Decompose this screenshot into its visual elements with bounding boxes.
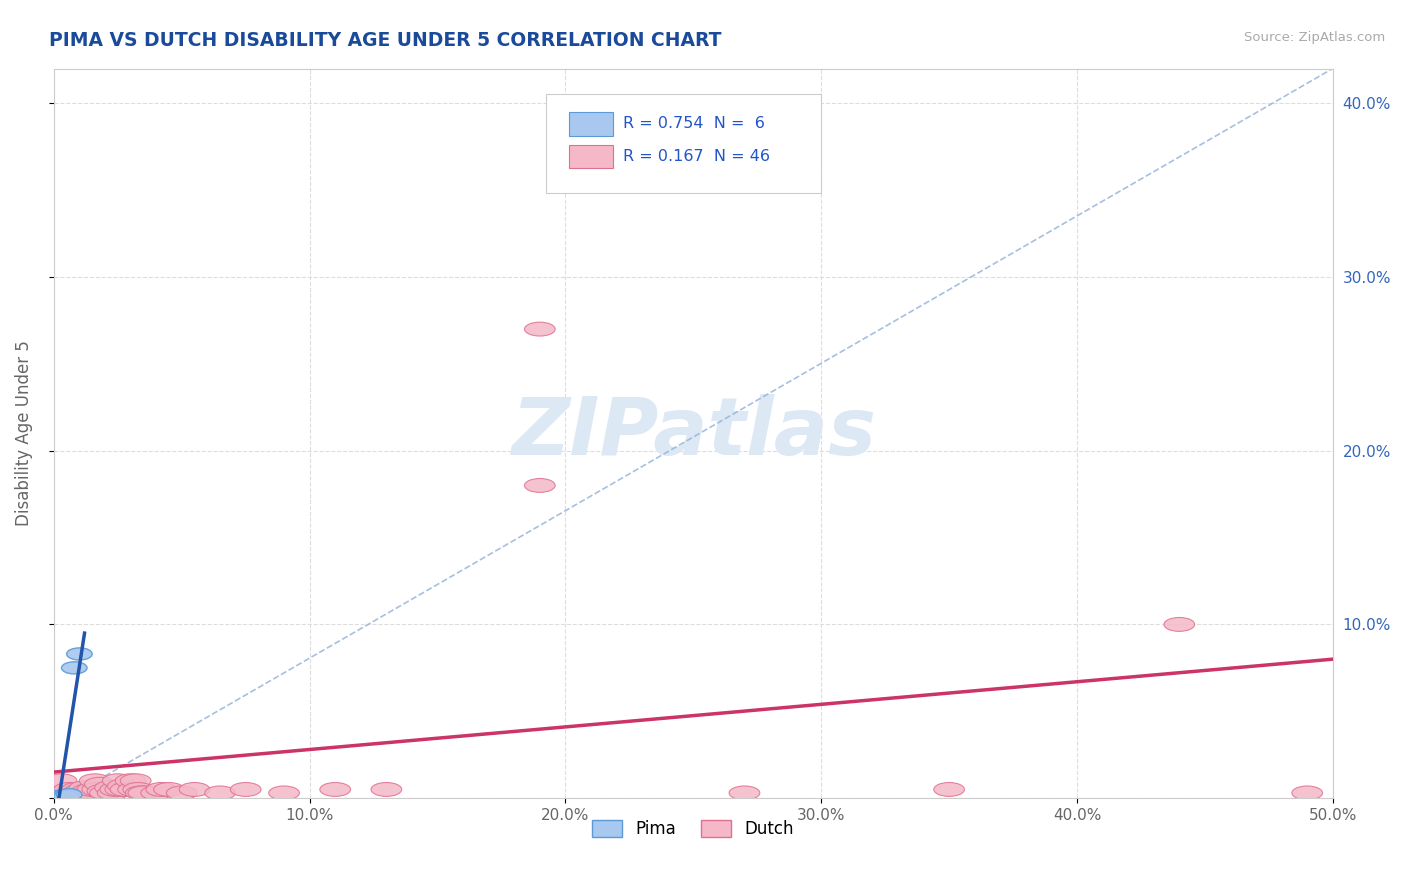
Ellipse shape (66, 648, 93, 660)
Ellipse shape (62, 662, 87, 674)
Ellipse shape (1164, 617, 1195, 632)
Ellipse shape (524, 478, 555, 492)
Ellipse shape (153, 782, 184, 797)
Ellipse shape (53, 782, 84, 797)
Ellipse shape (166, 786, 197, 800)
Ellipse shape (56, 786, 87, 800)
Ellipse shape (730, 786, 759, 800)
Ellipse shape (141, 786, 172, 800)
FancyBboxPatch shape (546, 94, 821, 193)
Ellipse shape (53, 790, 79, 803)
Text: ZIPatlas: ZIPatlas (510, 394, 876, 473)
Ellipse shape (75, 786, 105, 800)
Text: PIMA VS DUTCH DISABILITY AGE UNDER 5 CORRELATION CHART: PIMA VS DUTCH DISABILITY AGE UNDER 5 COR… (49, 31, 721, 50)
Ellipse shape (79, 774, 110, 788)
Text: R = 0.167  N = 46: R = 0.167 N = 46 (623, 149, 770, 163)
Ellipse shape (128, 786, 159, 800)
Ellipse shape (110, 782, 141, 797)
Ellipse shape (107, 779, 138, 793)
Ellipse shape (122, 782, 153, 797)
Ellipse shape (231, 782, 262, 797)
Text: R = 0.754  N =  6: R = 0.754 N = 6 (623, 116, 765, 131)
Ellipse shape (524, 322, 555, 336)
Ellipse shape (56, 789, 82, 801)
Ellipse shape (371, 782, 402, 797)
Ellipse shape (100, 782, 131, 797)
Ellipse shape (69, 780, 100, 795)
FancyBboxPatch shape (569, 145, 613, 169)
Ellipse shape (121, 774, 150, 788)
Ellipse shape (94, 780, 125, 795)
Ellipse shape (118, 782, 149, 797)
Ellipse shape (103, 774, 134, 788)
Ellipse shape (77, 782, 107, 797)
Ellipse shape (125, 786, 156, 800)
Ellipse shape (72, 784, 103, 798)
Ellipse shape (90, 786, 121, 800)
Ellipse shape (115, 774, 146, 788)
Ellipse shape (82, 782, 112, 797)
Ellipse shape (46, 790, 72, 803)
Ellipse shape (51, 790, 77, 803)
Ellipse shape (146, 782, 177, 797)
FancyBboxPatch shape (569, 112, 613, 136)
Ellipse shape (65, 784, 94, 798)
Ellipse shape (1292, 786, 1323, 800)
Ellipse shape (84, 777, 115, 791)
Ellipse shape (51, 786, 82, 800)
Ellipse shape (59, 786, 90, 800)
Ellipse shape (105, 782, 136, 797)
Ellipse shape (319, 782, 350, 797)
Ellipse shape (46, 774, 77, 788)
Ellipse shape (179, 782, 209, 797)
Ellipse shape (62, 782, 93, 797)
Legend: Pima, Dutch: Pima, Dutch (586, 813, 801, 845)
Y-axis label: Disability Age Under 5: Disability Age Under 5 (15, 341, 32, 526)
Ellipse shape (97, 786, 128, 800)
Ellipse shape (269, 786, 299, 800)
Ellipse shape (87, 784, 118, 798)
Ellipse shape (66, 786, 97, 800)
Text: Source: ZipAtlas.com: Source: ZipAtlas.com (1244, 31, 1385, 45)
Ellipse shape (205, 786, 235, 800)
Ellipse shape (934, 782, 965, 797)
